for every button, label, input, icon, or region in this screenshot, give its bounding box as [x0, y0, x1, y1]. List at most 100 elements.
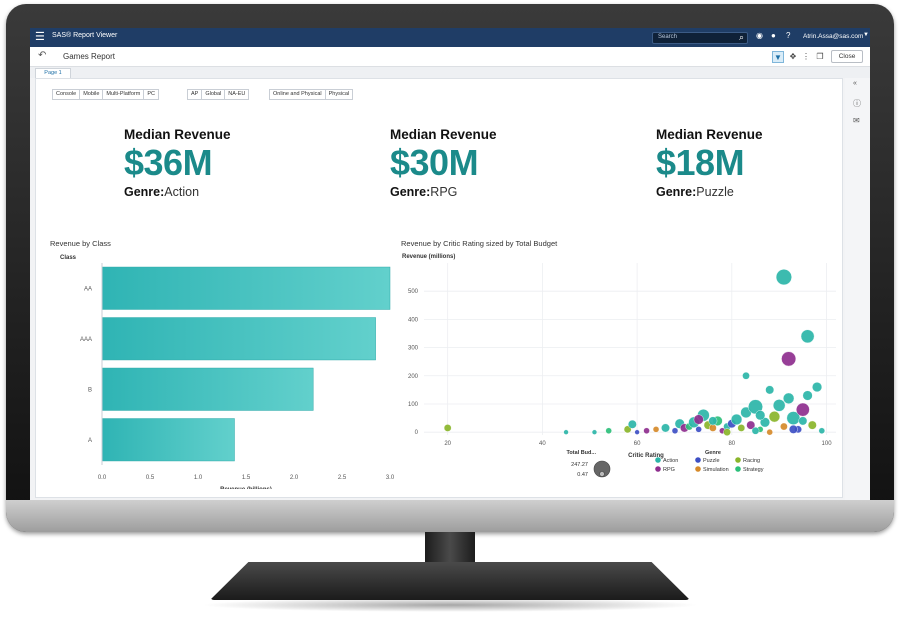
legend-swatch — [695, 466, 701, 472]
legend-label: Racing — [743, 458, 760, 464]
x-tick-label: 60 — [634, 441, 641, 447]
close-button[interactable]: Close — [831, 50, 863, 63]
filter-button[interactable]: NA-EU — [228, 91, 246, 97]
data-point — [759, 417, 770, 428]
data-point — [751, 426, 760, 435]
x-tick-label: 80 — [728, 441, 735, 447]
filter-button[interactable]: Online and Physical — [270, 90, 326, 99]
data-point — [746, 420, 756, 430]
kpi-genre: Puzzle — [696, 185, 734, 199]
legend-swatch — [655, 466, 661, 472]
size-legend-large-bubble — [593, 460, 611, 478]
y-axis-title: Revenue (millions) — [402, 254, 455, 260]
filter-button[interactable]: AP — [188, 90, 203, 99]
app-title: SAS® Report Viewer — [52, 32, 118, 39]
data-point — [812, 382, 823, 393]
data-point — [730, 413, 743, 426]
screen: ☰ SAS® Report Viewer Search ⌕ ◉ ● ? Atri… — [30, 28, 870, 500]
data-point — [627, 419, 637, 429]
kpi-tile: Median Revenue $30M Genre:RPG — [390, 127, 550, 199]
data-point — [818, 427, 825, 434]
search-icon[interactable]: ⌕ — [738, 32, 744, 42]
size-legend-min: 0.47 — [577, 472, 588, 478]
filter-button[interactable]: Global — [202, 90, 226, 99]
pages-icon[interactable]: ❐ — [816, 52, 824, 61]
back-icon[interactable]: ↶ — [38, 50, 47, 61]
filter-platform: Console Mobile Multi-Platform PC — [52, 89, 159, 100]
size-legend-title: Total Bud... — [566, 450, 596, 456]
x-tick-label: 1.5 — [242, 475, 251, 481]
legend-title: Genre — [705, 450, 721, 456]
x-tick-label: 40 — [539, 441, 546, 447]
legend-swatch — [655, 457, 661, 463]
chevron-down-icon[interactable]: ▼ — [863, 32, 869, 38]
legend-label: RPG — [663, 467, 675, 473]
data-point — [563, 429, 569, 435]
x-tick-label: 20 — [444, 441, 451, 447]
kpi-value: $36M — [124, 142, 213, 183]
legend-swatch — [735, 457, 741, 463]
x-tick-label: 2.5 — [338, 475, 347, 481]
data-point — [807, 420, 817, 430]
filter-button[interactable]: Multi-Platform — [103, 90, 145, 99]
data-point — [634, 429, 640, 435]
monitor-chin — [6, 500, 894, 532]
x-tick-label: 0.0 — [98, 475, 107, 481]
bar-chart: ClassAAAAABA0.00.51.01.52.02.53.0Revenue… — [60, 255, 395, 489]
comment-icon[interactable]: ✉ — [853, 116, 860, 125]
filter-button[interactable]: PC — [147, 91, 155, 97]
kpi-genre-label: Genre: — [124, 185, 165, 199]
legend-swatch — [735, 466, 741, 472]
filter-region: AP Global NA-EU — [187, 89, 250, 100]
x-tick-label: 3.0 — [386, 475, 395, 481]
filter-button[interactable]: Mobile — [80, 90, 104, 99]
data-point — [766, 428, 773, 436]
data-point — [742, 371, 750, 380]
data-point — [783, 392, 795, 404]
hamburger-menu-icon[interactable]: ☰ — [35, 31, 45, 43]
tab-page-1[interactable]: Page 1 — [35, 68, 71, 78]
search-input[interactable]: Search ⌕ — [652, 32, 748, 44]
filter-button[interactable]: Physical — [328, 91, 350, 97]
data-point — [652, 426, 660, 433]
y-tick-label: AA — [84, 286, 92, 292]
bar-chart-title: Revenue by Class — [50, 239, 111, 248]
y-tick-label: 200 — [408, 374, 419, 380]
app-header: ☰ SAS® Report Viewer Search ⌕ ◉ ● ? Atri… — [30, 28, 870, 47]
size-legend-max: 247.27 — [571, 462, 588, 468]
right-rail: « ⓘ ✉ — [845, 78, 870, 500]
user-menu[interactable]: Atrin.Assa@sas.com — [803, 33, 864, 40]
legend-label: Simulation — [703, 467, 729, 473]
kpi-genre: RPG — [430, 185, 458, 199]
monitor-base — [210, 562, 690, 600]
refresh-icon[interactable]: ◉ — [756, 31, 763, 40]
monitor-neck — [425, 532, 475, 564]
data-point — [671, 427, 679, 434]
data-point — [796, 402, 810, 417]
expand-icon[interactable]: ✥ — [789, 52, 797, 61]
filter-button[interactable]: Console — [53, 90, 81, 99]
data-point — [708, 416, 718, 426]
more-options-icon[interactable]: ⋮ — [802, 52, 810, 61]
y-axis-title: Class — [60, 255, 77, 261]
data-point — [605, 427, 612, 434]
data-point — [643, 427, 650, 434]
data-point — [765, 385, 775, 395]
data-point — [768, 411, 781, 423]
data-point — [775, 269, 792, 286]
data-point — [661, 423, 670, 433]
data-point — [737, 424, 746, 432]
y-tick-label: 300 — [408, 346, 419, 352]
info-icon[interactable]: ⓘ — [853, 99, 861, 108]
scatter-chart: Revenue (millions) 0 100 200 300 400 500 20 40 60… — [402, 254, 836, 478]
filter-icon[interactable]: ▼ — [772, 51, 784, 63]
x-axis-title: Critic Rating — [628, 453, 664, 459]
data-point — [788, 424, 798, 434]
data-point — [695, 426, 702, 433]
data-point — [800, 329, 815, 344]
help-icon[interactable]: ? — [786, 31, 791, 40]
collapse-icon[interactable]: « — [853, 80, 857, 87]
notification-icon[interactable]: ● — [771, 31, 776, 40]
data-point — [798, 416, 808, 426]
data-point — [780, 422, 788, 431]
